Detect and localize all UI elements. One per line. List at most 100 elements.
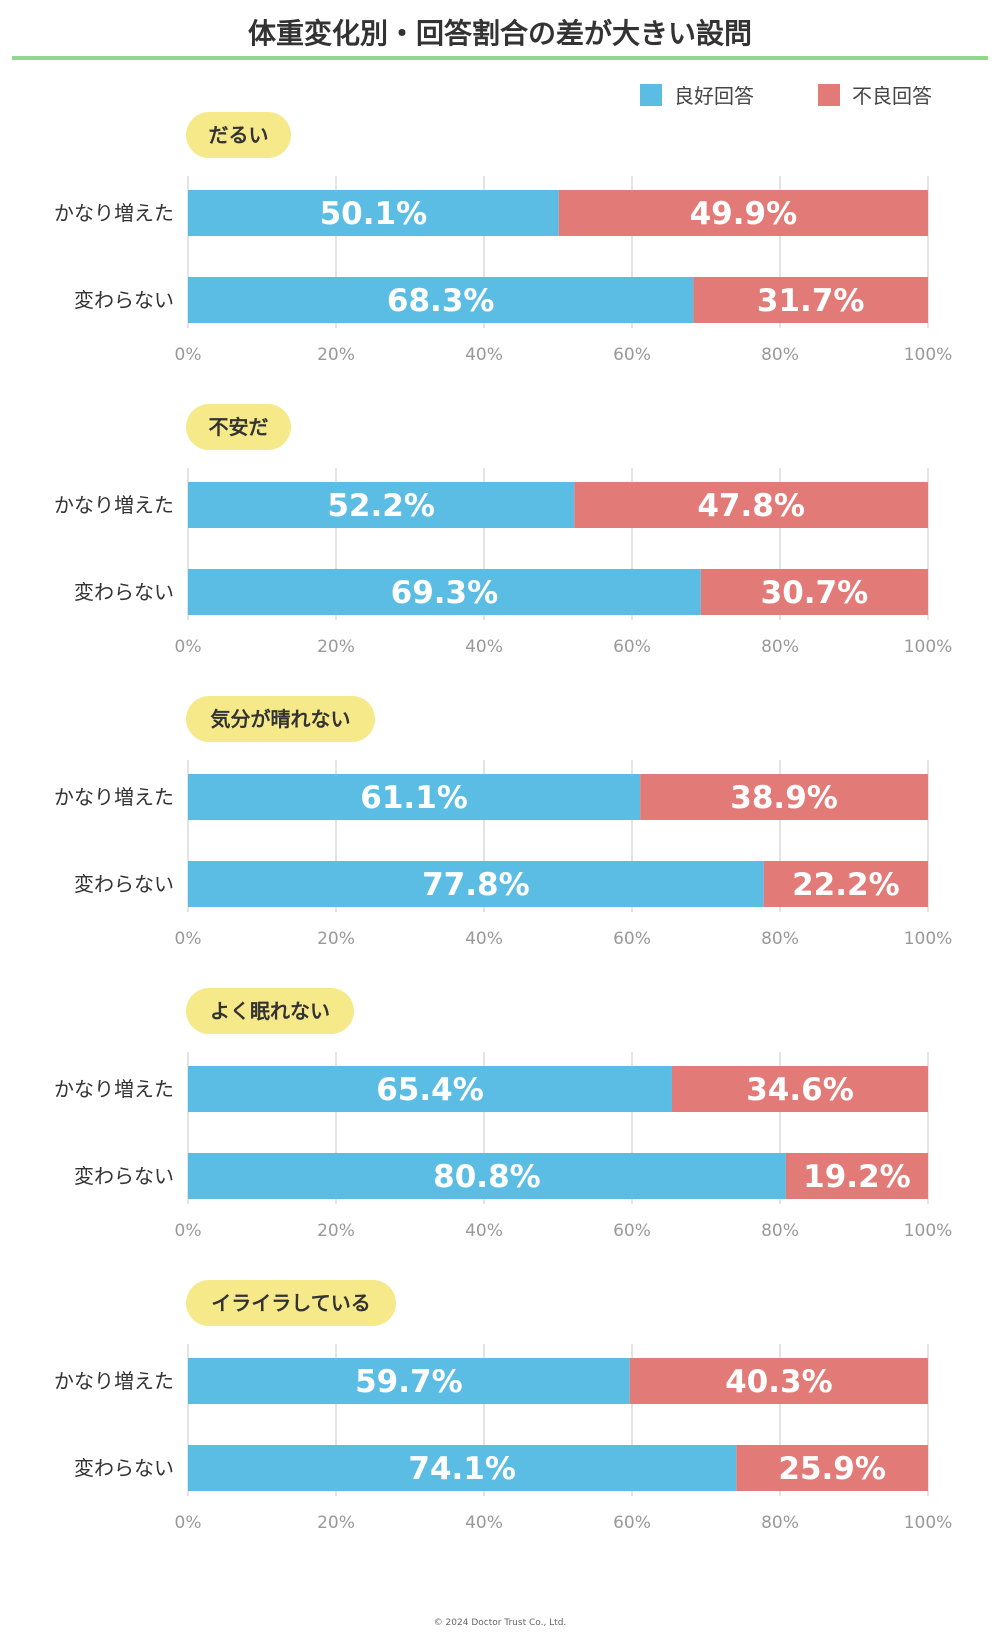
panel-title-pill [186, 696, 375, 742]
row-label: かなり増えた [54, 493, 174, 517]
bar-good [188, 482, 575, 528]
row-label: かなり増えた [54, 1369, 174, 1393]
bar-good [188, 1153, 786, 1199]
bar-good [188, 277, 694, 323]
x-tick-label: 80% [761, 345, 799, 365]
x-tick-label: 60% [613, 345, 651, 365]
data-label-bad: 38.9% [730, 780, 838, 816]
x-tick-label: 20% [317, 929, 355, 949]
bar-good [188, 1358, 630, 1404]
data-label-good: 52.2% [327, 488, 435, 524]
bar-bad [700, 569, 928, 615]
bar-bad [574, 482, 928, 528]
bar-bad [693, 277, 928, 323]
x-tick-label: 0% [175, 929, 202, 949]
panel-title: イライラしている [211, 1291, 370, 1315]
x-tick-label: 100% [904, 345, 953, 365]
row-label: かなり増えた [54, 785, 174, 809]
x-tick-label: 20% [317, 637, 355, 657]
data-label-bad: 31.7% [757, 283, 865, 319]
data-label-good: 74.1% [408, 1451, 516, 1487]
bar-good [188, 190, 559, 236]
legend-swatch-bad [818, 83, 840, 106]
row-label: かなり増えた [54, 201, 174, 225]
row-label: 変わらない [74, 1456, 174, 1480]
legend-label-bad: 不良回答 [852, 84, 932, 108]
row-label: 変わらない [74, 288, 174, 312]
x-tick-label: 40% [465, 929, 503, 949]
data-label-good: 65.4% [376, 1072, 484, 1108]
x-tick-label: 40% [465, 1513, 503, 1533]
data-label-bad: 30.7% [761, 575, 869, 611]
x-tick-label: 100% [904, 929, 953, 949]
data-label-bad: 19.2% [803, 1159, 911, 1195]
title-underline [12, 56, 988, 60]
x-tick-label: 60% [613, 1221, 651, 1241]
x-tick-label: 80% [761, 1513, 799, 1533]
x-tick-label: 40% [465, 1221, 503, 1241]
panel-title-pill [186, 404, 291, 450]
x-tick-label: 60% [613, 637, 651, 657]
page-title: 体重変化別・回答割合の差が大きい設問 [247, 17, 752, 50]
bar-bad [671, 1066, 928, 1112]
row-label: かなり増えた [54, 1077, 174, 1101]
data-label-good: 77.8% [422, 867, 530, 903]
legend-swatch-good [640, 83, 662, 106]
x-tick-label: 100% [904, 1513, 953, 1533]
data-label-good: 80.8% [433, 1159, 541, 1195]
data-label-good: 61.1% [360, 780, 468, 816]
bar-bad [558, 190, 928, 236]
data-label-bad: 25.9% [778, 1451, 886, 1487]
panel-title-pill [186, 988, 354, 1034]
bar-bad [736, 1445, 928, 1491]
row-label: 変わらない [74, 872, 174, 896]
panel-title-pill [186, 112, 291, 158]
legend-item-good: 良好回答 [640, 80, 754, 109]
x-tick-label: 20% [317, 1513, 355, 1533]
data-label-bad: 49.9% [690, 196, 798, 232]
data-label-good: 59.7% [355, 1364, 463, 1400]
data-label-bad: 22.2% [792, 867, 900, 903]
panel-title: 不安だ [209, 415, 269, 439]
bar-bad [640, 774, 928, 820]
x-tick-label: 80% [761, 637, 799, 657]
data-label-bad: 34.6% [746, 1072, 854, 1108]
x-tick-label: 80% [761, 929, 799, 949]
x-tick-label: 0% [175, 637, 202, 657]
bar-bad [629, 1358, 928, 1404]
row-label: 変わらない [74, 1164, 174, 1188]
x-tick-label: 100% [904, 1221, 953, 1241]
x-tick-label: 0% [175, 1221, 202, 1241]
bar-good [188, 1445, 737, 1491]
x-tick-label: 40% [465, 345, 503, 365]
x-tick-label: 80% [761, 1221, 799, 1241]
bar-good [188, 861, 764, 907]
x-tick-label: 0% [175, 1513, 202, 1533]
panel-title-pill [186, 1280, 396, 1326]
data-label-good: 69.3% [391, 575, 499, 611]
data-label-bad: 40.3% [725, 1364, 833, 1400]
bar-good [188, 774, 641, 820]
row-label: 変わらない [74, 580, 174, 604]
copyright-footer: © 2024 Doctor Trust Co., Ltd. [433, 1618, 567, 1628]
x-tick-label: 100% [904, 637, 953, 657]
data-label-good: 68.3% [387, 283, 495, 319]
data-label-good: 50.1% [320, 196, 428, 232]
bar-bad [763, 861, 928, 907]
x-tick-label: 20% [317, 345, 355, 365]
panel-title: だるい [209, 123, 269, 147]
x-tick-label: 60% [613, 929, 651, 949]
data-label-bad: 47.8% [697, 488, 805, 524]
x-tick-label: 60% [613, 1513, 651, 1533]
bar-good [188, 1066, 672, 1112]
x-tick-label: 20% [317, 1221, 355, 1241]
legend-label-good: 良好回答 [674, 84, 754, 108]
panel-title: よく眠れない [210, 999, 330, 1023]
legend-item-bad: 不良回答 [818, 80, 932, 109]
bar-bad [785, 1153, 928, 1199]
x-tick-label: 40% [465, 637, 503, 657]
bar-good [188, 569, 701, 615]
x-tick-label: 0% [175, 345, 202, 365]
panel-title: 気分が晴れない [211, 707, 351, 731]
